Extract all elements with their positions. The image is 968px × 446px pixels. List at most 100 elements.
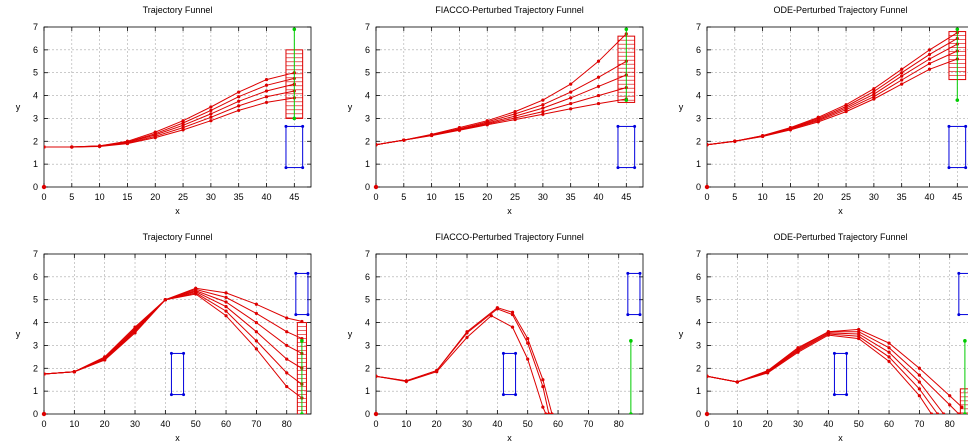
trajectory-point [544,412,548,414]
trajectory-point [264,95,269,99]
trajectory-point [541,405,545,409]
x-tick-label: 45 [289,192,299,202]
y-tick-label: 2 [696,136,701,146]
y-tick-label: 5 [33,68,38,78]
y-tick-label: 0 [696,182,701,192]
x-tick-label: 25 [510,192,520,202]
blue-region-box-corner [845,351,849,355]
x-tick-label: 25 [178,192,188,202]
x-tick-label: 30 [130,419,140,429]
y-tick-label: 3 [696,340,701,350]
y-tick-label: 2 [696,363,701,373]
x-tick-label: 40 [924,192,934,202]
trajectory-point [44,145,46,149]
trajectory-point [872,92,876,96]
plot-area [44,27,305,170]
origin-point [704,411,710,417]
blue-region-box-corner [638,313,642,317]
trajectory-point [510,312,515,317]
x-tick-label: 40 [823,419,833,429]
trajectory-point [927,57,932,61]
trajectory-point [927,67,932,71]
blue-region-box-corner [284,124,288,128]
trajectory-point [957,412,961,414]
origin-point [41,184,47,190]
x-tick-label: 5 [69,192,74,202]
trajectory-line [707,334,932,414]
trajectory-point [569,90,573,94]
x-axis-label: x [175,433,180,443]
trajectory-point [209,115,213,119]
trajectory-line [376,98,627,146]
trajectory-point [513,109,517,114]
trajectory-point [163,298,167,302]
x-tick-label: 35 [234,192,244,202]
y-tick-label: 7 [33,249,38,259]
trajectory-point [526,341,530,345]
x-tick-label: 40 [160,419,170,429]
x-tick-label: 0 [704,419,709,429]
trajectory-point [254,311,258,316]
origin-point [704,184,710,190]
trajectory-point [596,101,601,106]
trajectory-point [513,117,517,122]
trajectory-point [872,95,876,99]
trajectory-point [796,350,800,354]
trajectory-point [194,292,198,296]
trajectory-point [510,310,515,314]
x-tick-label: 40 [492,419,502,429]
y-tick-label: 1 [696,386,701,396]
trajectory-point [513,112,517,116]
x-tick-label: 5 [401,192,406,202]
trajectory-point [857,327,861,332]
trajectory-point [887,359,891,364]
trajectory-line [707,333,939,414]
trajectory-point [254,330,258,334]
blue-region-box-corner [947,124,951,128]
blue-region-box-corner [514,351,518,355]
origin-point [41,411,47,417]
blue-region-box [170,352,185,396]
x-tick-label: 20 [150,192,160,202]
trajectory-point [960,405,964,409]
trajectory-point [300,319,304,324]
trajectory-point [917,373,921,377]
chart-panel-4: 0 10 20 30 40 50 60 70 80 0 1 2 3 4 5 6 7 Trajectory Funn… [16,232,312,443]
y-axis-label: y [679,102,684,112]
y-tick-label: 7 [365,22,370,32]
y-tick-label: 2 [365,363,370,373]
trajectory-point [547,412,551,414]
trajectory-point [761,134,765,139]
trajectory-point [285,330,289,334]
x-tick-label: 20 [432,419,442,429]
trajectory-point [900,82,904,86]
trajectory-point [766,371,770,375]
trajectory-point [569,82,573,86]
green-target-point [629,339,633,343]
chart-panel-2: 0 5 10 15 20 25 30 35 40 4501234567FIACCO-Perturb… [348,5,644,216]
trajectory-line [376,60,627,146]
trajectory-point [72,370,76,374]
trajectory-point [857,336,861,341]
trajectory-line [376,308,550,414]
green-target-point [300,339,304,343]
trajectory-line [707,58,958,146]
trajectory-line [707,332,945,414]
trajectory-point [285,384,289,389]
blue-region-box-corner [633,166,637,170]
trajectory-point [404,379,408,384]
trajectory-point [917,366,921,370]
y-tick-label: 7 [365,249,370,259]
trajectory-point [927,48,932,52]
x-tick-label: 60 [884,419,894,429]
y-tick-label: 4 [365,318,370,328]
trajectory-line [707,331,960,414]
blue-region-box-corner [616,166,620,170]
plot-area [707,27,968,170]
trajectory-point [707,374,709,378]
x-tick-label: 0 [373,419,378,429]
x-tick-label: 10 [732,419,742,429]
x-tick-label: 10 [69,419,79,429]
trajectory-point [103,358,107,362]
